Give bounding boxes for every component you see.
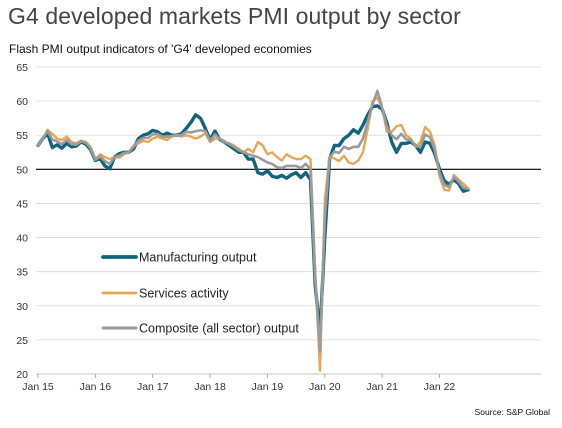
x-tick-label: Jan 19	[252, 381, 284, 393]
y-axis-tick-labels: 20 25 30 35 40 45 50 55 60 65	[16, 62, 28, 381]
y-tick-label: 25	[16, 335, 28, 347]
y-tick-label: 50	[16, 164, 28, 176]
y-tick-label: 20	[16, 369, 28, 381]
x-tick-label: Jan 20	[309, 381, 341, 393]
services-activity-line	[36, 96, 470, 372]
y-tick-label: 60	[16, 96, 28, 108]
x-tick-label: Jan 15	[22, 381, 54, 393]
x-tick-label: Jan 18	[194, 381, 226, 393]
y-tick-label: 30	[16, 301, 28, 313]
legend-label: Manufacturing output	[139, 251, 257, 265]
series-lines	[36, 89, 470, 372]
y-tick-label: 40	[16, 233, 28, 245]
x-tick-label: Jan 21	[366, 381, 398, 393]
y-tick-label: 55	[16, 130, 28, 142]
x-tick-label: Jan 17	[137, 381, 169, 393]
legend: Manufacturing output Services activity Com…	[101, 251, 299, 336]
legend-label: Services activity	[139, 287, 229, 301]
composite-all-sector-output-line	[36, 89, 470, 353]
x-tick-label: Jan 22	[424, 381, 456, 393]
chart-title: G4 developed markets PMI output by secto…	[8, 3, 461, 29]
y-tick-label: 35	[16, 267, 28, 279]
chart-subtitle: Flash PMI output indicators of 'G4' deve…	[9, 42, 312, 56]
y-tick-label: 45	[16, 198, 28, 210]
source-note: Source: S&P Global	[474, 407, 550, 417]
y-tick-label: 65	[16, 62, 28, 74]
x-tick-label: Jan 16	[80, 381, 112, 393]
x-axis: Jan 15 Jan 16 Jan 17 Jan 18 Jan 19 Jan 20 Jan …	[22, 373, 541, 393]
manufacturing-output-line	[36, 104, 470, 335]
legend-label: Composite (all sector) output	[139, 322, 299, 336]
